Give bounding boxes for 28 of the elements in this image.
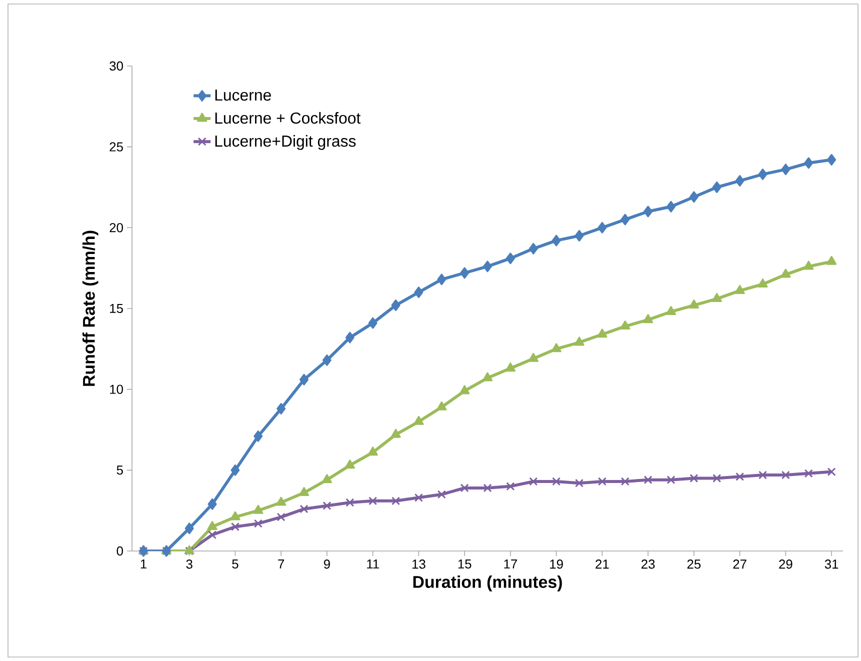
- x-tick-label: 3: [186, 560, 192, 569]
- x-tick-label: 31: [824, 560, 838, 569]
- y-tick-label: 25: [110, 142, 123, 152]
- x-axis-title: Duration (minutes): [413, 576, 562, 592]
- x-tick-label: 1: [140, 560, 146, 568]
- x-tick-label: 21: [596, 560, 609, 569]
- x-tick-label: 25: [687, 560, 701, 569]
- y-axis-title: Runoff Rate (mm/h): [82, 230, 98, 386]
- x-tick-label: 11: [367, 560, 379, 568]
- x-tick-label: 13: [412, 560, 426, 569]
- y-tick-label: 30: [110, 61, 123, 71]
- legend-label: Lucerne: [215, 90, 271, 101]
- x-tick-label: 29: [779, 560, 792, 569]
- x-tick-label: 5: [232, 560, 238, 569]
- x-tick-label: 15: [458, 560, 472, 569]
- y-tick-label: 10: [110, 384, 123, 394]
- x-tick-label: 23: [642, 560, 655, 569]
- y-tick-label: 15: [110, 304, 123, 314]
- x-tick-label: 9: [324, 560, 330, 569]
- legend-label: Lucerne+Digit grass: [215, 135, 356, 150]
- y-tick-label: 0: [116, 546, 123, 556]
- x-tick-label: 7: [278, 560, 284, 568]
- x-tick-label: 17: [504, 560, 517, 568]
- x-tick-label: 19: [550, 560, 563, 569]
- x-tick-label: 27: [733, 560, 746, 569]
- y-tick-label: 5: [116, 466, 123, 475]
- legend-label: Lucerne + Cocksfoot: [215, 112, 361, 124]
- y-tick-label: 20: [110, 223, 123, 232]
